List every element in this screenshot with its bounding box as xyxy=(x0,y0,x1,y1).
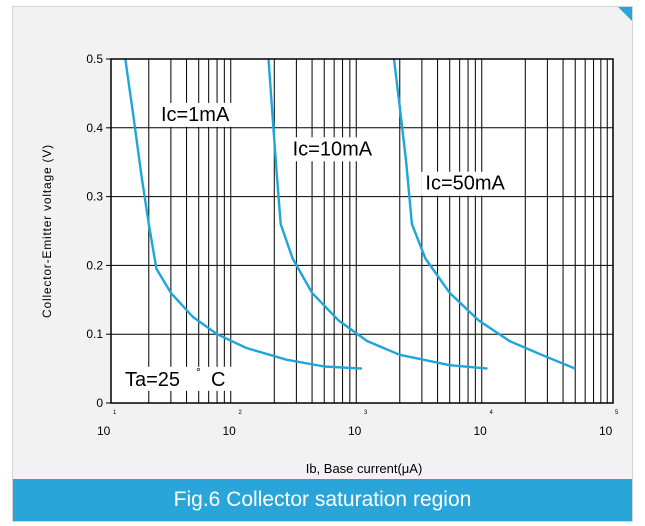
collector-saturation-chart: 0 0.1 0.2 0.3 0.4 0.5 10 1 10 2 10 3 10 4 10 5 Ib, Base … xyxy=(40,52,619,476)
curve-label-bg xyxy=(421,171,511,196)
figure-caption: Fig.6 Collector saturation region xyxy=(13,479,632,521)
curve-label: Ic=50mA xyxy=(425,173,505,195)
x-tick-label: 10 xyxy=(348,424,362,438)
x-tick-exponent: 2 xyxy=(239,410,243,416)
temperature-annotation: Ta=25 xyxy=(125,369,180,391)
temperature-unit: C xyxy=(211,369,225,391)
x-tick-label: 10 xyxy=(474,424,488,438)
x-tick-exponent: 4 xyxy=(490,410,494,416)
curve-label: Ic=10mA xyxy=(293,138,373,160)
series-line-1 xyxy=(124,58,363,370)
x-tick-exponent: 1 xyxy=(113,410,117,416)
plot-frame xyxy=(110,58,614,404)
y-tick-label: 0.4 xyxy=(86,121,103,135)
y-tick-label: 0.1 xyxy=(86,327,103,341)
series-line-3 xyxy=(392,58,576,370)
x-tick-label: 10 xyxy=(223,424,237,438)
y-tick-label: 0.5 xyxy=(86,52,103,66)
degree-symbol: ° xyxy=(196,365,201,379)
annotation-bg xyxy=(121,366,245,391)
y-tick-label: 0.3 xyxy=(86,190,103,204)
x-tick-exponent: 5 xyxy=(615,410,619,416)
y-axis-label: Collector-Emitter voltage (V) xyxy=(40,144,54,318)
series-line-2 xyxy=(267,58,488,370)
x-tick-label: 10 xyxy=(599,424,613,438)
x-tick-label: 10 xyxy=(97,424,111,438)
figure-card: 0 0.1 0.2 0.3 0.4 0.5 10 1 10 2 10 3 10 4 10 5 Ib, Base … xyxy=(12,6,633,522)
curve-label: Ic=1mA xyxy=(161,104,230,126)
y-tick-label: 0 xyxy=(96,396,103,410)
curve-label-bg xyxy=(156,102,235,127)
corner-accent xyxy=(618,7,632,21)
x-axis-label: Ib, Base current(μA) xyxy=(306,461,423,476)
y-tick-label: 0.2 xyxy=(86,258,103,272)
x-tick-exponent: 3 xyxy=(364,410,368,416)
curve-label-bg xyxy=(288,137,378,162)
